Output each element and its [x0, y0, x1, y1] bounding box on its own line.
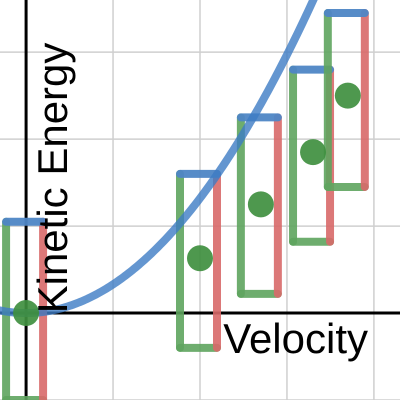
- data-point-3: [300, 139, 327, 166]
- data-point-4: [334, 82, 361, 109]
- error-bar-2: [236, 113, 282, 298]
- data-point-2: [247, 191, 274, 218]
- data-point-0: [13, 300, 40, 327]
- fit-curve: [0, 0, 318, 318]
- x-axis-label: Velocity: [223, 315, 368, 362]
- y-axis-label: Kinetic Energy: [29, 43, 76, 314]
- data-points: [13, 82, 361, 327]
- error-bar-1: [176, 169, 221, 352]
- error-bar-4: [323, 9, 369, 191]
- data-point-1: [187, 245, 213, 272]
